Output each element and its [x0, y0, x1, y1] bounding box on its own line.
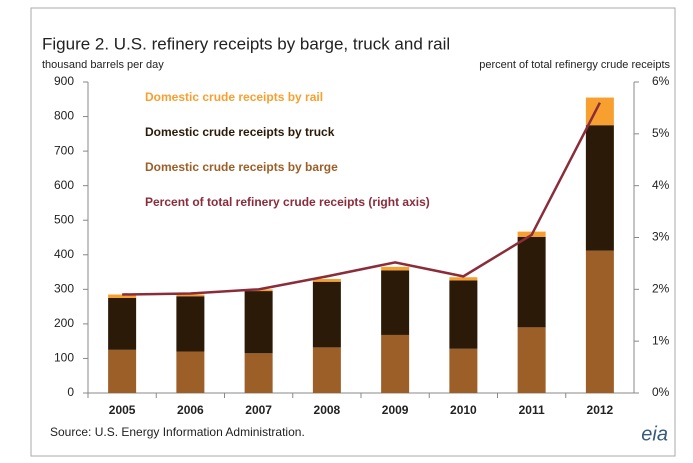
source: Source: U.S. Energy Information Administ…	[50, 425, 305, 439]
y-tick-label: 800	[54, 109, 74, 123]
bar-segment	[381, 334, 410, 393]
x-tick-label: 2007	[245, 403, 272, 417]
line	[122, 102, 601, 296]
bar-segment	[585, 125, 614, 251]
y-tick-label: 400	[54, 247, 74, 261]
bar-segment	[585, 250, 614, 393]
chart-title: Figure 2. U.S. refinery receipts by barg…	[42, 34, 450, 53]
bar-segment	[312, 347, 341, 393]
bar-segment	[176, 351, 205, 393]
y2-tick-label: 6%	[652, 74, 670, 88]
y2-tick-label: 3%	[652, 230, 670, 244]
bar-segment	[381, 266, 410, 271]
frame	[30, 7, 676, 457]
y-tick-label: 100	[54, 351, 74, 365]
bar-segment	[244, 353, 273, 393]
bar-segment	[381, 270, 410, 335]
bar-segment	[176, 296, 205, 352]
logo: eia	[641, 423, 668, 445]
y-tick-label: 500	[54, 212, 74, 226]
y-tick-label: 700	[54, 143, 74, 157]
bar-segment	[108, 349, 137, 393]
legend-label: Percent of total refinery crude receipts…	[145, 195, 430, 209]
x-tick-label: 2010	[450, 403, 477, 417]
x-tick-label: 2006	[177, 403, 204, 417]
bar-segment	[449, 348, 478, 393]
y-axis-label: thousand barrels per day	[42, 59, 164, 71]
bar-segment	[108, 297, 137, 350]
bar-segment	[517, 236, 546, 328]
x-tick-label: 2009	[382, 403, 409, 417]
bar-segment	[176, 294, 205, 297]
bar-segment	[449, 277, 478, 281]
x-tick-label: 2011	[519, 403, 545, 417]
x-tick-label: 2012	[587, 403, 614, 417]
x-tick-label: 2005	[109, 403, 136, 417]
bar-segment	[108, 294, 137, 298]
y-tick-label: 600	[54, 178, 74, 192]
bar-segment	[517, 327, 546, 393]
y2-axis-label: percent of total refinergy crude receipt…	[479, 59, 670, 71]
y-tick-label: 300	[54, 282, 74, 296]
y2-tick-label: 4%	[652, 178, 670, 192]
legend-label: Domestic crude receipts by truck	[145, 125, 335, 139]
y-tick-label: 0	[67, 385, 74, 399]
y2-tick-label: 5%	[652, 126, 670, 140]
y-tick-label: 900	[54, 74, 74, 88]
y2-tick-label: 1%	[652, 333, 670, 347]
y2-tick-label: 2%	[652, 282, 670, 296]
bar-segment	[244, 291, 273, 354]
bar-segment	[312, 278, 341, 282]
legend-label: Domestic crude receipts by rail	[145, 90, 323, 104]
x-tick-label: 2008	[314, 403, 341, 417]
y-tick-label: 200	[54, 316, 74, 330]
bar-segment	[449, 280, 478, 349]
bar-segment	[312, 281, 341, 348]
y2-tick-label: 0%	[652, 385, 670, 399]
legend-label: Domestic crude receipts by barge	[145, 160, 338, 174]
